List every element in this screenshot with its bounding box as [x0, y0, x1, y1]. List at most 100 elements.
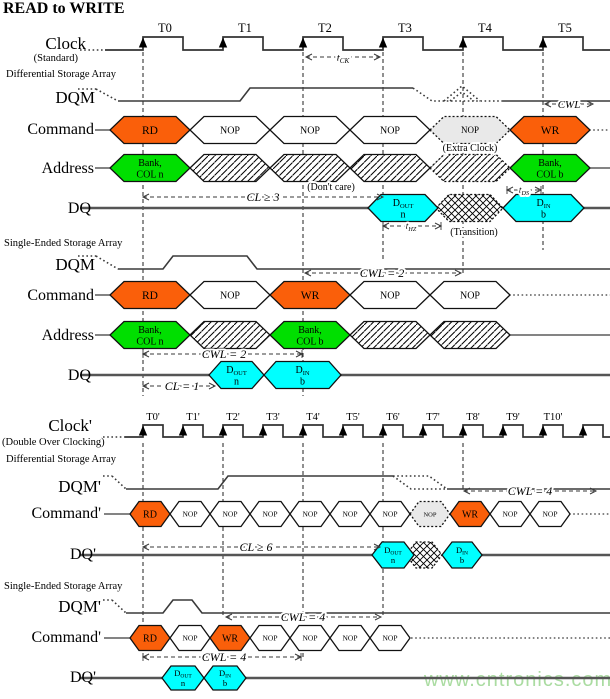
cl-ge-6-annotation-left-arrowhead	[141, 543, 150, 551]
tck-annotation-right-arrowhead	[373, 53, 382, 61]
cwl-annotation-left-arrowhead	[543, 100, 552, 108]
tick-label-T4p: T4'	[306, 412, 320, 423]
command-single-ended-2-nop-cell-label: NOP	[182, 634, 197, 643]
rising-edge-arrow-icon	[178, 425, 188, 436]
rising-edge-arrow-icon	[418, 425, 428, 436]
rising-edge-arrow-icon	[218, 37, 228, 48]
dq-2-label: DQ	[68, 367, 92, 384]
cl-ge-6-annotation-right-arrowhead	[373, 543, 382, 551]
cwl-2-upper-annotation-text: CWL = 2	[360, 266, 405, 280]
rising-edge-arrow-icon	[338, 425, 348, 436]
command-single-ended-2-nop-cell-label: NOP	[262, 634, 277, 643]
clock-prime-sublabel: (Double Over Clocking)	[2, 437, 105, 448]
dq-prime-single-ended-dout-cell-label: n	[181, 678, 186, 688]
cwl-annotation-text: CWL	[558, 99, 581, 111]
command-differential-2-nop-cell-label: NOP	[182, 510, 197, 519]
section-single-ended-2-label: Single-Ended Storage Array	[4, 581, 123, 592]
tds-annotation-text: tDS	[519, 186, 529, 197]
address-differential-1-bank-cell-label: Bank,	[538, 158, 562, 169]
address-single-ended-1-bank-cell-label: Bank,	[298, 325, 322, 336]
address-differential-1-hatch-cell	[189, 153, 271, 183]
tick-label-T3p: T3'	[266, 412, 280, 423]
dqm-single-ended-1-wave	[118, 255, 610, 270]
dq-prime-differential-din-cell-label: b	[460, 555, 464, 565]
command-single-ended-1-rd-cell-label: RD	[142, 290, 158, 302]
rising-edge-arrow-icon	[378, 425, 388, 436]
command-differential-1-rd-cell-label: RD	[142, 125, 158, 137]
cwl-4-diff-annotation-left-arrowhead	[462, 487, 471, 495]
clock-prime-label: Clock'	[48, 416, 92, 435]
dqm-prime-2-label: DQM'	[58, 597, 101, 616]
tick-label-T1p: T1'	[186, 412, 200, 423]
command-differential-2-nop-cell-label: NOP	[542, 510, 557, 519]
dqm-differential-2-wave	[111, 475, 127, 490]
dqm-differential-1-wave	[118, 87, 413, 102]
command-differential-1-nop-cell-label: NOP	[300, 126, 320, 137]
address-single-ended-1-bank-cell-label: Bank,	[138, 325, 162, 336]
rising-edge-arrow-icon	[458, 425, 468, 436]
command-differential-2-wr-cell-label: WR	[462, 510, 478, 521]
command-differential-2-nop-cell-label: NOP	[222, 510, 237, 519]
command-differential-2-nop-cell-label: NOP	[382, 510, 397, 519]
dqm-prime-1-label: DQM'	[58, 477, 101, 496]
clock-sublabel: (Standard)	[34, 53, 79, 64]
dqm-single-ended-1-wave	[95, 255, 119, 270]
command-differential-2-rd-cell-label: RD	[143, 510, 157, 521]
cl-ge-3-annotation-text: CL ≥ 3	[246, 190, 279, 204]
rising-edge-arrow-icon	[258, 425, 268, 436]
dq-single-ended-1-din-cell-label: DIN	[295, 365, 309, 377]
cwl-2-upper-annotation-right-arrowhead	[454, 269, 463, 277]
command-single-ended-1-nop-cell-label: NOP	[380, 291, 400, 302]
dq-single-ended-1-din-cell	[263, 360, 342, 390]
dont-care-caption: (Don't care)	[307, 182, 355, 193]
dq-single-ended-1-dout-cell-label: DOUT	[226, 365, 247, 377]
command-differential-2-nop-cell-label: NOP	[302, 510, 317, 519]
clock-double-over-waveform	[125, 424, 610, 438]
dq-single-ended-1-din-cell-label: b	[300, 377, 305, 388]
cwl-2-upper-annotation-left-arrowhead	[303, 269, 312, 277]
command-single-ended-2-nop-cell-label: NOP	[382, 634, 397, 643]
dq-differential-1-din-cell	[502, 193, 585, 223]
dq-differential-1-dout-cell-label: n	[401, 210, 406, 221]
rising-edge-arrow-icon	[538, 425, 548, 436]
command-differential-2-nop-cell	[529, 500, 571, 528]
rising-edge-arrow-icon	[298, 425, 308, 436]
address-2-label: Address	[42, 327, 94, 344]
tick-label-T0: T0	[158, 21, 172, 35]
dq-prime-differential-dout-cell-label: DOUT	[384, 545, 402, 557]
command-differential-1-wr-cell-label: WR	[541, 125, 560, 137]
tick-label-T3: T3	[398, 21, 412, 35]
cwl-2-lower-annotation-text: CWL = 2	[202, 347, 247, 361]
address-differential-1-hatch-cell	[349, 153, 431, 183]
watermark-text: www.cntronics.com	[424, 669, 610, 691]
tick-label-T8p: T8'	[466, 412, 480, 423]
tick-label-T1: T1	[238, 21, 252, 35]
command-differential-1-nop-cell-label: NOP	[461, 125, 479, 135]
extra-clock-caption: (Extra Clock)	[443, 143, 498, 154]
tick-label-T7p: T7'	[426, 412, 440, 423]
tick-label-T5: T5	[558, 21, 572, 35]
command-single-ended-2-nop-cell-label: NOP	[342, 634, 357, 643]
cwl-4-diff-annotation-text: CWL = 4	[508, 484, 553, 498]
section-differential-1-label: Differential Storage Array	[6, 69, 117, 80]
section-single-ended-1-label: Single-Ended Storage Array	[4, 238, 123, 249]
address-differential-1-bank-cell-label: COL b	[536, 170, 563, 181]
cwl-4-se-upper-annotation-right-arrowhead	[374, 613, 383, 621]
dq-differential-1-cross-cell	[435, 193, 504, 223]
cwl-annotation-right-arrowhead	[586, 100, 595, 108]
command-single-ended-1-wr-cell-label: WR	[301, 290, 320, 302]
dqm-differential-1-wave	[449, 91, 475, 102]
tck-annotation-text: tCK	[337, 52, 351, 65]
page-title: READ to WRITE	[3, 0, 125, 17]
address-single-ended-1-bank-cell-label: COL n	[136, 337, 163, 348]
rising-edge-arrow-icon	[498, 425, 508, 436]
tick-label-T2p: T2'	[226, 412, 240, 423]
cl-1-annotation-right-arrowhead	[208, 382, 217, 390]
dq-prime-differential-din-cell-label: DIN	[456, 545, 468, 557]
dq-differential-1-dout-cell-label: DOUT	[393, 198, 414, 210]
dq-differential-1-din-cell-label: DIN	[536, 198, 550, 210]
transition-caption: (Transition)	[450, 227, 497, 238]
cl-ge-3-annotation-left-arrowhead	[141, 193, 150, 201]
address-single-ended-1-hatch-cell	[429, 320, 511, 350]
